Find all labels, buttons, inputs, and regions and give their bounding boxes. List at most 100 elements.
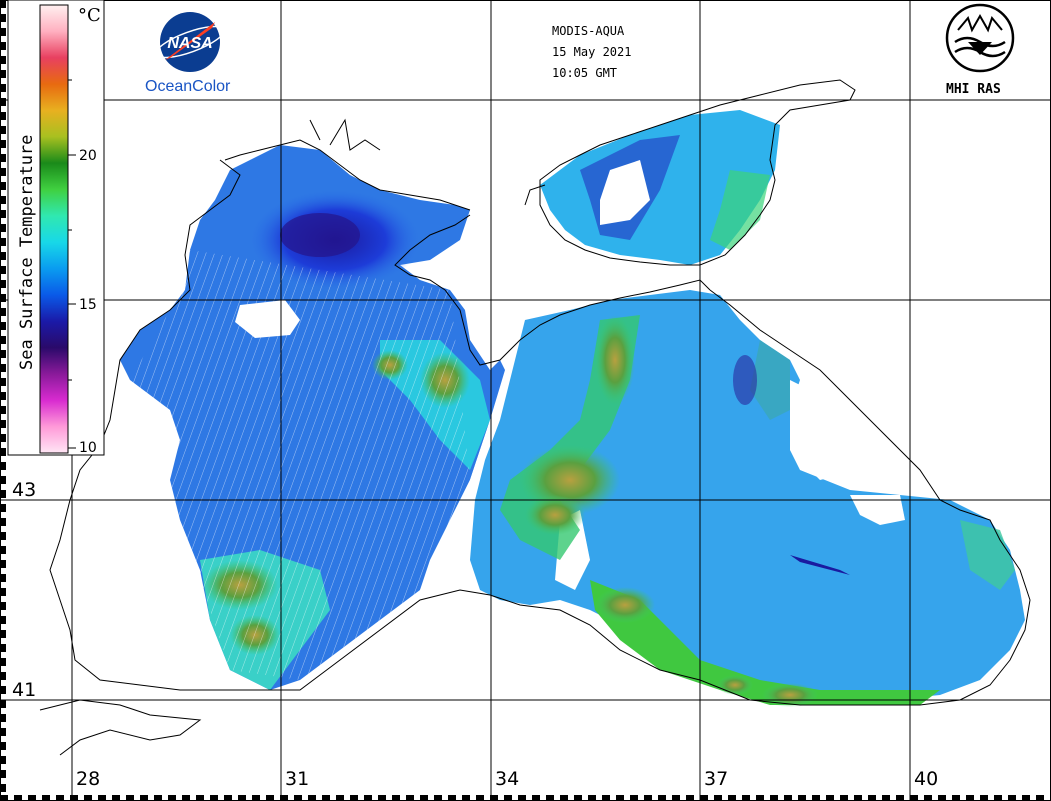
warm-spot-central3 — [595, 315, 635, 405]
ruler-tick — [0, 28, 6, 35]
ruler-tick — [0, 518, 6, 525]
colorbar-unit: °C — [78, 5, 101, 26]
ruler-tick — [7, 795, 8, 801]
ruler-tick — [546, 795, 553, 801]
lat-label-41: 41 — [12, 679, 36, 701]
lon-label-28: 28 — [76, 768, 100, 790]
ruler-tick — [0, 112, 6, 119]
time-label: 10:05 GMT — [552, 66, 617, 80]
ruler-tick — [0, 658, 6, 665]
ruler-tick — [336, 795, 343, 801]
ruler-tick — [483, 795, 484, 801]
ruler-tick — [532, 795, 539, 801]
warm-spot-south-1 — [595, 587, 655, 623]
ruler-tick — [462, 795, 469, 801]
colorbar — [39, 4, 69, 454]
nasa-wordmark: NASA — [167, 35, 212, 52]
ruler-tick — [91, 795, 92, 801]
cold-filament-east — [790, 555, 850, 575]
ruler-tick — [707, 795, 708, 801]
ruler-tick — [896, 795, 903, 801]
ruler-tick — [987, 795, 988, 801]
ruler-tick — [672, 795, 679, 801]
ruler-tick — [0, 413, 6, 414]
ruler-tick — [686, 795, 693, 801]
ruler-tick — [203, 795, 204, 801]
ruler-tick — [0, 707, 6, 708]
ruler-tick — [371, 795, 372, 801]
ruler-tick — [0, 14, 6, 21]
ruler-tick — [0, 217, 6, 218]
ruler-tick — [693, 795, 694, 801]
ruler-tick — [0, 588, 6, 595]
ruler-tick — [0, 182, 6, 189]
ruler-tick — [427, 795, 428, 801]
ruler-tick — [616, 795, 623, 801]
ruler-tick — [0, 357, 6, 358]
ruler-tick — [280, 795, 287, 801]
ruler-tick — [140, 795, 147, 801]
ruler-tick — [147, 795, 148, 801]
ruler-tick — [0, 511, 6, 512]
ruler-tick — [238, 795, 245, 801]
ruler-tick — [973, 795, 974, 801]
ruler-tick — [0, 154, 6, 161]
ruler-tick — [357, 795, 358, 801]
ruler-tick — [252, 795, 259, 801]
ruler-tick — [609, 795, 610, 801]
ruler-tick — [0, 602, 6, 609]
ruler-tick — [0, 749, 6, 750]
ruler-tick — [210, 795, 217, 801]
warm-band-south — [590, 580, 940, 705]
ruler-tick — [665, 795, 666, 801]
warm-band-caucasus — [750, 340, 790, 420]
ruler-tick — [637, 795, 638, 801]
ruler-tick — [0, 616, 6, 623]
ruler-tick — [0, 210, 6, 217]
ruler-tick — [749, 795, 750, 801]
ruler-tick — [0, 371, 6, 372]
ruler-tick — [560, 795, 567, 801]
ruler-tick — [847, 795, 848, 801]
ruler-tick — [770, 795, 777, 801]
ruler-tick — [49, 795, 50, 801]
ruler-tick — [0, 455, 6, 456]
ruler-tick — [0, 567, 6, 568]
ruler-tick — [77, 795, 78, 801]
ruler-tick — [0, 392, 6, 399]
ruler-tick — [0, 553, 6, 554]
ruler-tick — [0, 406, 6, 413]
mhi-ras-logo — [945, 3, 1015, 73]
ruler-tick — [175, 795, 176, 801]
ruler-tick — [980, 795, 987, 801]
ruler-tick — [714, 795, 721, 801]
ruler-tick — [413, 795, 414, 801]
ruler-tick — [910, 795, 917, 801]
ruler-tick — [0, 245, 6, 246]
ruler-tick — [959, 795, 960, 801]
ruler-tick — [0, 224, 6, 231]
ruler-tick — [343, 795, 344, 801]
date-label: 15 May 2021 — [552, 45, 631, 59]
ruler-tick — [0, 763, 6, 764]
ruler-tick — [0, 728, 6, 735]
ruler-tick — [812, 795, 819, 801]
ruler-tick — [0, 385, 6, 386]
ruler-tick — [798, 795, 805, 801]
lat-label-43: 43 — [12, 479, 36, 501]
ruler-tick — [1001, 795, 1002, 801]
ruler-tick — [329, 795, 330, 801]
ruler-tick — [0, 679, 6, 680]
ruler-tick — [0, 525, 6, 526]
ruler-tick — [28, 795, 35, 801]
ruler-tick — [868, 795, 875, 801]
ruler-tick — [0, 399, 6, 400]
ruler-tick — [0, 259, 6, 260]
ruler-tick — [679, 795, 680, 801]
ruler-tick — [231, 795, 232, 801]
ruler-tick — [630, 795, 637, 801]
ruler-tick — [399, 795, 400, 801]
swath-stripes-west — [130, 250, 470, 680]
ruler-tick — [0, 462, 6, 469]
ruler-tick — [161, 795, 162, 801]
